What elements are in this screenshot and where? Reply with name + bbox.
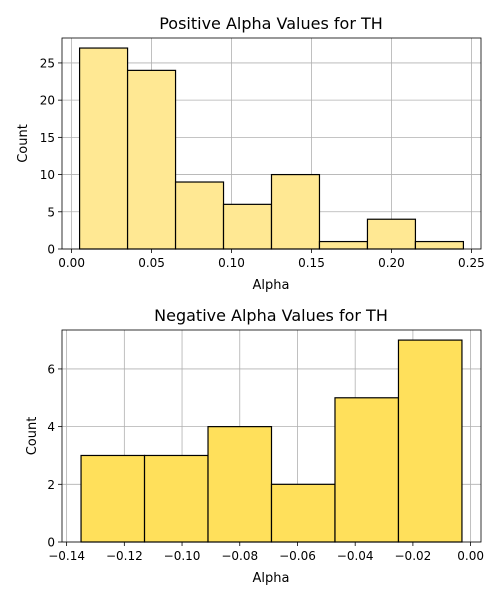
negative-alpha-histogram: Negative Alpha Values for TH −0.14 −0.12−… xyxy=(25,306,484,586)
y-tick-label: 5 xyxy=(47,205,55,219)
y-tick-label: 0 xyxy=(47,243,55,257)
x-tick-label: 0.10 xyxy=(218,256,245,270)
bars xyxy=(78,47,465,250)
x-tick-label: 0.05 xyxy=(138,256,165,270)
x-tick-label: 0.00 xyxy=(457,549,484,563)
positive-alpha-histogram: Positive Alpha Values for TH 0.00 0.05 0.1… xyxy=(16,14,485,293)
histogram-bar xyxy=(397,339,463,543)
histogram-bar xyxy=(143,454,209,543)
y-tick-label: 2 xyxy=(47,478,55,492)
histogram-bar xyxy=(318,240,369,250)
chart-title: Negative Alpha Values for TH xyxy=(154,306,388,325)
y-axis-label: Count xyxy=(16,124,31,163)
y-tick-label: 20 xyxy=(40,94,55,108)
y-axis-label: Count xyxy=(25,417,40,456)
y-tick-label: 4 xyxy=(47,420,55,434)
x-tick-label: 0.15 xyxy=(298,256,325,270)
histogram-bar xyxy=(334,397,400,543)
y-axis-ticks: 0 5 10 15 20 25 xyxy=(40,56,62,257)
x-tick-label: −0.12 xyxy=(106,549,143,563)
histogram-bar xyxy=(222,203,273,250)
histogram-bar xyxy=(270,173,321,250)
chart-title: Positive Alpha Values for TH xyxy=(159,14,383,33)
x-tick-label: −0.02 xyxy=(395,549,432,563)
y-tick-label: 10 xyxy=(40,168,55,182)
bars xyxy=(80,339,463,543)
x-tick-label: −0.06 xyxy=(279,549,316,563)
histogram-bar xyxy=(366,218,417,250)
x-tick-label: −0.14 xyxy=(48,549,85,563)
y-tick-label: 15 xyxy=(40,131,55,145)
x-tick-label: −0.04 xyxy=(337,549,374,563)
x-axis-ticks: 0.00 0.05 0.10 0.15 0.20 0.25 xyxy=(58,249,485,270)
histogram-bar xyxy=(126,69,177,250)
y-axis-ticks: 0 2 4 6 xyxy=(47,362,62,550)
histogram-bar xyxy=(207,426,273,543)
histogram-bar xyxy=(80,454,146,543)
x-tick-label: 0.20 xyxy=(378,256,405,270)
x-tick-label: 0.00 xyxy=(58,256,85,270)
histogram-bar xyxy=(174,181,225,250)
x-tick-label: −0.10 xyxy=(164,549,201,563)
x-tick-label: 0.25 xyxy=(458,256,485,270)
x-axis-label: Alpha xyxy=(253,278,290,293)
plot-frame xyxy=(61,329,482,543)
y-tick-label: 6 xyxy=(47,362,55,376)
x-axis-label: Alpha xyxy=(253,571,290,586)
histogram-bar xyxy=(78,47,129,250)
histogram-bar xyxy=(414,240,465,250)
y-tick-label: 0 xyxy=(47,536,55,550)
x-axis-ticks: −0.14 −0.12 −0.10 −0.08 −0.06 −0.04 −0.02 0.00 xyxy=(48,542,484,563)
plot-frame xyxy=(61,37,482,250)
x-tick-label: −0.08 xyxy=(221,549,258,563)
y-tick-label: 25 xyxy=(40,56,55,70)
histogram-bar xyxy=(270,483,336,543)
